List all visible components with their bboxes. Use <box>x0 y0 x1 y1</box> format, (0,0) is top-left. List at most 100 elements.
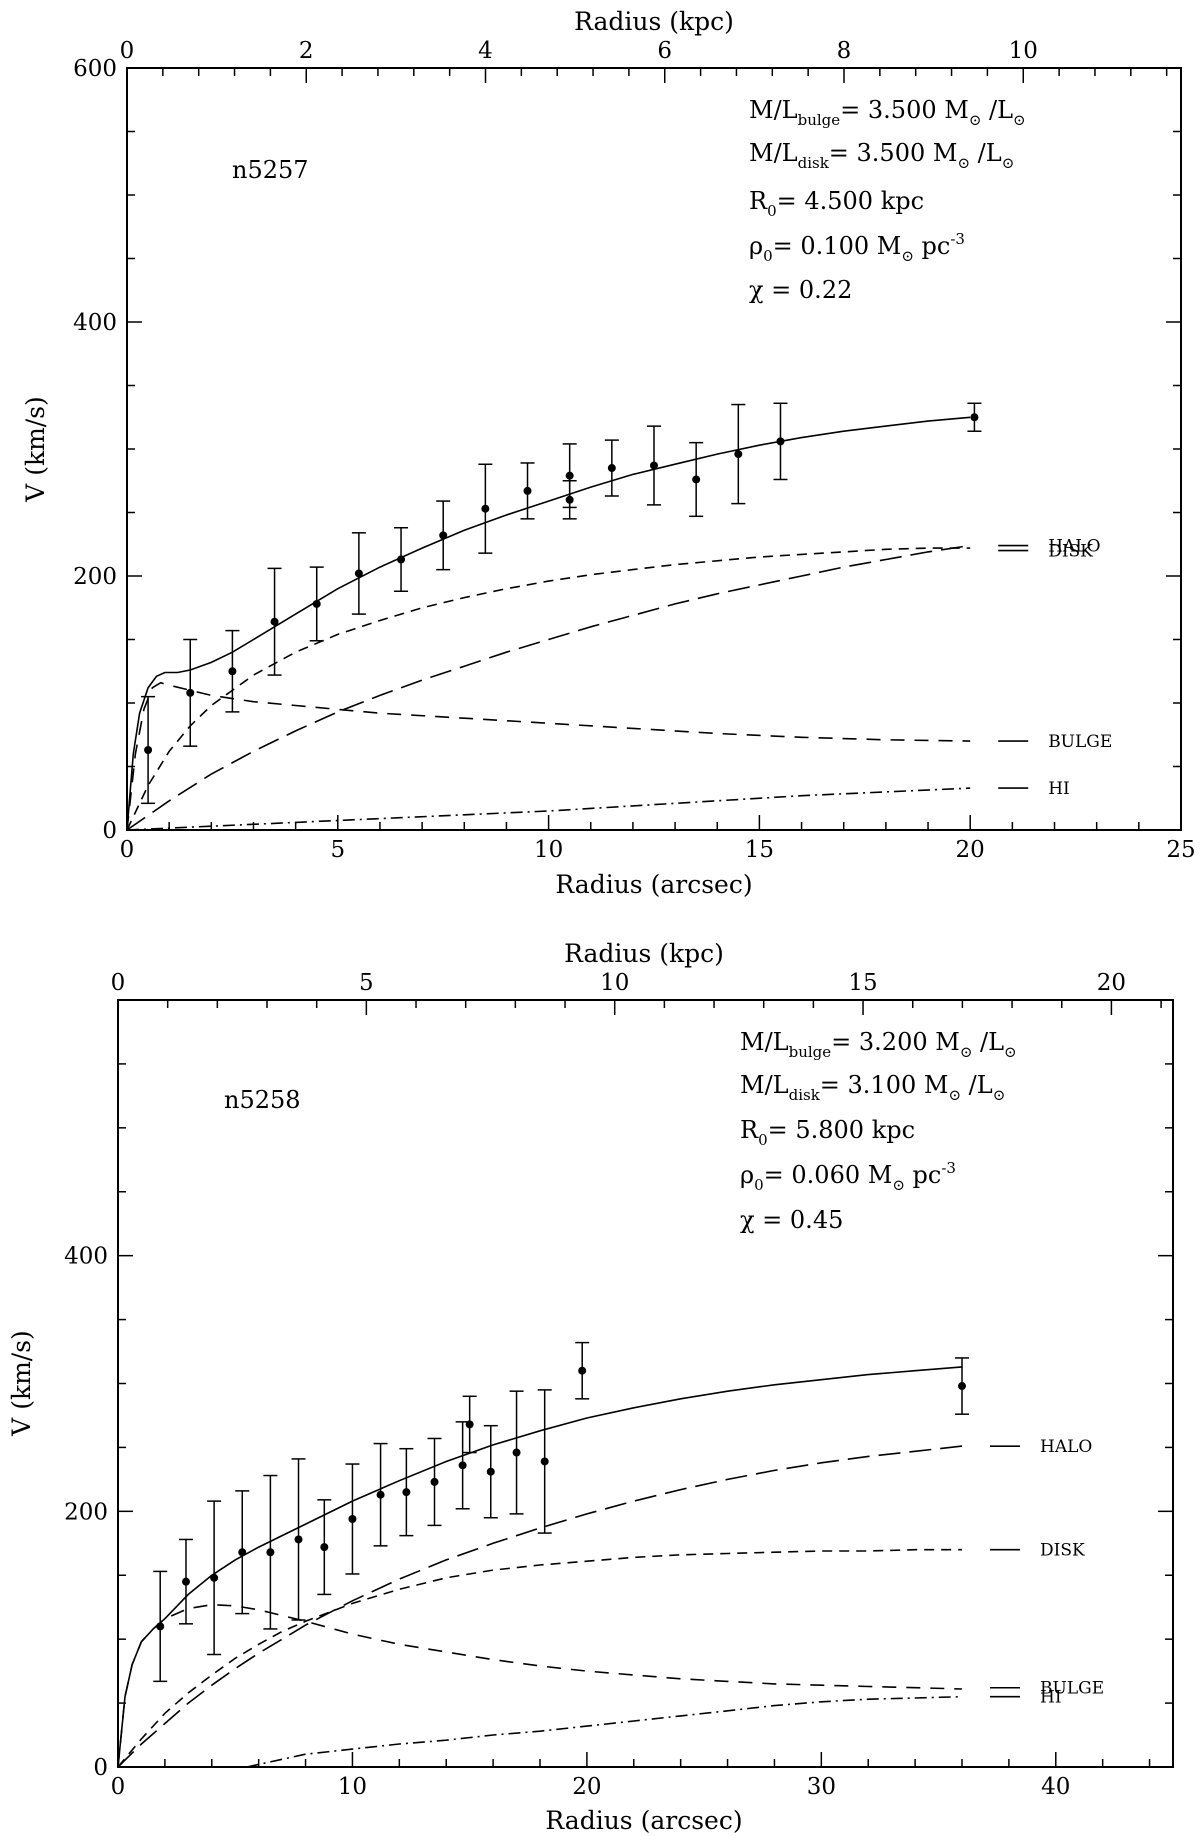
x-axis-title: Radius (arcsec) <box>545 1806 742 1835</box>
data-point <box>773 402 788 481</box>
data-point <box>731 403 746 505</box>
point-marker <box>439 531 448 540</box>
point-marker <box>958 1382 966 1391</box>
data-point <box>291 1458 306 1621</box>
chi-prefix: χ <box>749 276 764 304</box>
x-tick-label: 20 <box>956 837 985 863</box>
legend-label: HI <box>1048 779 1070 799</box>
point-marker <box>266 1548 275 1557</box>
point-marker <box>970 413 979 422</box>
series-line-hi <box>246 1695 963 1768</box>
r0-sub: 0 <box>767 202 777 220</box>
x-tick-label: 25 <box>1166 837 1195 863</box>
data-point <box>263 1474 278 1630</box>
x2-tick-label: 5 <box>359 970 374 996</box>
rho0-sup: -3 <box>941 1159 956 1177</box>
x2-tick-label: 6 <box>657 38 672 64</box>
chi-value: = 0.45 <box>755 1206 844 1234</box>
data-point <box>520 462 535 520</box>
ml-bulge-prefix: M/L <box>749 96 798 124</box>
legend-label: DISK <box>1040 1541 1085 1561</box>
point-marker <box>578 1366 587 1375</box>
x-tick-label: 10 <box>338 1774 367 1800</box>
r0-value: = 5.800 kpc <box>768 1116 915 1144</box>
point-marker <box>354 569 363 578</box>
point-marker <box>430 1477 439 1486</box>
x-tick-label: 20 <box>572 1774 601 1800</box>
point-marker <box>312 599 321 608</box>
data-point <box>373 1442 388 1547</box>
legend-entry-hi: HI <box>998 779 1070 799</box>
data-point <box>141 695 156 805</box>
point-marker <box>270 617 279 626</box>
y-tick-label: 600 <box>73 56 117 82</box>
legend-label: HALO <box>1048 537 1100 557</box>
point-marker <box>465 1420 474 1429</box>
x-tick-label: 0 <box>120 837 135 863</box>
plot-area <box>126 402 982 831</box>
data-point <box>225 629 240 713</box>
data-point <box>345 1463 360 1575</box>
x2-tick-label: 10 <box>1009 38 1038 64</box>
plot-area <box>117 1341 969 1768</box>
legend-label: BULGE <box>1040 1679 1104 1699</box>
legend-entry-bulge: BULGE <box>990 1679 1104 1699</box>
parameter-box: M/Lbulge= 3.500 M⊙ /L⊙ M/Ldisk= 3.500 M⊙… <box>749 96 1026 304</box>
x2-tick-label: 15 <box>848 970 877 996</box>
point-marker <box>692 475 701 484</box>
rho0-prefix: ρ <box>749 232 763 260</box>
point-marker <box>458 1461 467 1470</box>
chi-value: = 0.22 <box>764 276 853 304</box>
r0-prefix: R <box>740 1116 759 1144</box>
point-marker <box>294 1535 303 1544</box>
point-marker <box>348 1515 357 1524</box>
rho0-sub: 0 <box>763 247 773 265</box>
chi-param: χ = 0.45 <box>740 1206 843 1234</box>
data-point <box>427 1437 442 1527</box>
data-point <box>537 1389 552 1534</box>
series-line-bulge <box>126 681 971 831</box>
data-point <box>955 1357 969 1415</box>
y-tick-label: 400 <box>73 310 117 336</box>
legend-label: HALO <box>1040 1437 1092 1457</box>
data-point <box>399 1447 414 1537</box>
legend-entry-halo: HALO <box>998 537 1101 557</box>
ml-bulge-prefix: M/L <box>740 1028 789 1056</box>
galaxy-name: n5258 <box>224 1086 301 1114</box>
y-tick-label: 400 <box>64 1244 108 1270</box>
point-marker <box>186 688 195 697</box>
ml-bulge-param: M/Lbulge= 3.200 M⊙ /L⊙ <box>740 1028 1017 1061</box>
data-point <box>509 1390 524 1515</box>
x2-tick-label: 0 <box>120 38 135 64</box>
x2-tick-label: 10 <box>600 970 629 996</box>
data-point <box>351 532 366 615</box>
data-point <box>394 526 409 592</box>
tick-labels: 0 5 10 15 20 25 0 2 4 6 8 10 0 200 400 600 <box>73 38 1196 863</box>
data-point <box>462 1395 477 1454</box>
point-marker <box>156 1622 165 1631</box>
data-point <box>478 463 493 554</box>
data-point <box>317 1499 332 1596</box>
point-marker <box>734 450 743 459</box>
point-marker <box>565 495 574 504</box>
data-point <box>483 1424 498 1519</box>
legend-label: DISK <box>1048 542 1093 562</box>
y-tick-label: 0 <box>102 818 117 844</box>
rho0-tail: pc <box>914 232 950 260</box>
legend-entry-halo: HALO <box>990 1437 1092 1457</box>
ml-disk-prefix: M/L <box>740 1071 789 1099</box>
ml-disk-tail: /L <box>970 139 1002 167</box>
ml-bulge-tail: /L <box>972 1028 1004 1056</box>
r0-value: = 4.500 kpc <box>777 187 924 215</box>
ml-bulge-value: = 3.500 M <box>840 96 969 124</box>
y-axis-title: V (km/s) <box>7 1330 36 1437</box>
point-marker <box>650 461 658 470</box>
r0-param: R0= 5.800 kpc <box>740 1116 915 1149</box>
legend-label: BULGE <box>1048 732 1112 752</box>
point-marker <box>210 1573 219 1582</box>
x-tick-label: 40 <box>1041 1774 1070 1800</box>
y-axis-title: V (km/s) <box>21 396 50 503</box>
